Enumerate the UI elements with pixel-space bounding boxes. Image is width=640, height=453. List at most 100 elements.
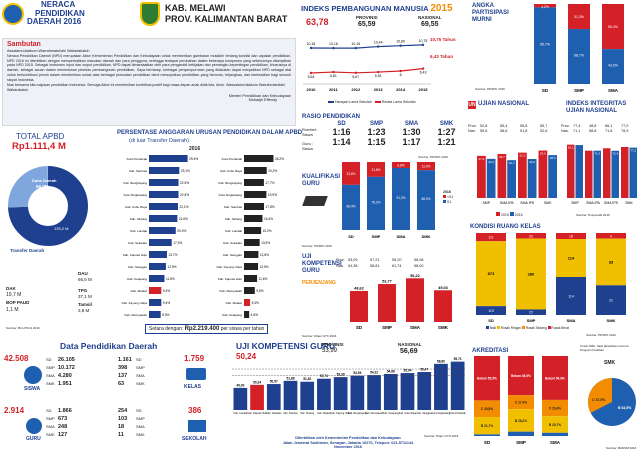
kualifikasi-legend1: S1 [446,200,452,204]
apm-chart: 4,2% 95,7% SD 31,3% 68,7% SMP 56,4% 43,6% SMA [534,4,624,93]
akreditasi-segment [542,399,568,417]
ukg2-bar-label: 54,22 [370,371,378,375]
kab-emblem-icon [140,2,160,26]
akreditasi-segment [474,434,500,436]
sekolah-sd-label: SD [136,408,142,413]
ukg-prov-row: Prov. 53,09 57,21 55,20 58,08 [336,258,436,262]
bar-category: SMA IPS [520,201,535,205]
anggaran-region: Kab. Kapuas Hulu [218,277,243,281]
akreditasi-segment [542,356,568,400]
bar-category: SMP [571,201,579,205]
ruang-legend-berat: Rusak Berat [551,326,569,330]
apm-category: SD [542,88,549,93]
guru-total: 2.914 [4,406,25,415]
kualifikasi-top-label: 33,6% [346,172,355,176]
ukg2-bar [417,372,432,410]
un-int-prov-row: Prov. 77,4 48,8 66,1 77,0 [561,124,637,128]
anggaran-value: 13,7% [168,253,177,257]
anggaran-region: Kota Pontianak [127,157,148,161]
anggaran-value: 9,4% [163,289,170,293]
akreditasi-segment-label: C 20,4% [549,407,561,411]
footer-line1: Diterbitkan oleh Kementerian Pendidikan … [295,436,401,440]
ukg-bar-label: 49,03 [438,286,448,290]
anggaran-footer: Setara dengan: Rp2.219.400 per siswa per… [145,324,269,334]
ukg2-region: Kota Pontianak [450,412,466,415]
guru-sma: 248 [58,424,68,430]
akreditasi-category: SMA [550,440,561,445]
ukg2-bar [400,373,415,410]
ukg2-region: Kab. Kubu Raya [399,412,417,415]
bar-2016-label: 71,0 [594,152,600,156]
ukg-category: SD [356,325,363,330]
ruang-ringan-label: 33 [609,259,614,264]
anggaran-region: Kab. Ketapang [127,277,147,281]
sekolah-smk: 11 [118,432,124,438]
ipm-rls-point [309,71,313,75]
apbd-section: TOTAL APBD Rp1.111,4 M Dana Daerah 56,3M… [2,130,114,340]
anggaran-bar [149,311,161,318]
anggaran-subtitle: (di luar Transfer Daerah) [129,138,189,144]
bar-2016-label: 44,2 [488,160,494,164]
apbd-dak-value: 19,7 M [6,292,22,298]
kualifikasi-bottom-label: 66,4% [346,204,355,208]
rasio-rombel: 1:16 [332,127,351,137]
apm-category: SMP [574,88,584,93]
apbd-value: Rp1.111,4 M [12,141,66,152]
ukg2-bar [434,363,448,410]
ruang-bar-baik [556,277,586,315]
un-int-nas-row: Nas. 71,1 58,8 71,8 78,9 [561,129,637,133]
kualifikasi-bar-top [367,162,385,177]
ipm-kab-value: 63,78 [306,17,329,27]
ruang-baik-label: 22 [529,311,533,315]
bar-category: SMA IPA [500,201,514,205]
guru-smp-label: SMP [46,416,55,421]
bar-2015 [585,150,593,198]
ipm-hls-point [332,46,335,50]
un-int-chart: 81,1 SMP 71,0 SMA IPA 72,4 SMA IPS 77,2 SMK [567,144,637,205]
ukg2-bar [450,361,465,410]
rasio-rombel-label: Rombel: Siswa [302,127,317,137]
kualifikasi-top-label: 21,8% [371,168,380,172]
kualifikasi-top-label: 8,8% [397,163,404,167]
rasio-cat: SMK [439,121,454,127]
ipm-year-tick: 2013 [374,87,384,92]
anggaran-region: Kab. Mempawah [124,313,147,317]
sekolah-smp-label: SMP [136,416,145,421]
sambutan-title: Sambutan [7,41,41,48]
anggaran-value: 11,6% [259,277,268,281]
anggaran-chart-right: Kota Pontianak 26,2% Kab. Kubu Raya 20,2% Ka… [217,155,284,318]
bar-2016-label: 48,4 [550,156,556,160]
ipm-title: INDEKS PEMBANGUNAN MANUSIA 2015 [301,3,453,14]
apm-bar-bottom [568,29,590,84]
ipm-title-text: INDEKS PEMBANGUNAN MANUSIA [301,4,429,13]
anggaran-bar [244,215,263,222]
bar-2016-label: 72,4 [612,152,618,156]
ukg2-bar [250,384,264,410]
apbd-title: TOTAL APBD [16,132,65,141]
anggaran-region: Kab. Kayong Utara [122,301,148,305]
ruang-bar-ringan [556,239,586,277]
value-cell: 66,1 [605,124,613,128]
apbd-tpg-value: 37,1 M [78,294,92,299]
un-nas-label: Nas. [468,129,476,133]
kualifikasi-bar-bottom [367,176,385,230]
anggaran-bar [149,227,176,234]
kualifikasi-title: KUALIFIKASI GURU [302,174,340,187]
akreditasi-segment-label: B 28,2% [515,419,527,423]
anggaran-bar [149,203,179,210]
un-int-prov-label: Prov. [561,124,570,128]
ruang-bar-baik [596,285,626,315]
ukg-bar [434,290,452,322]
apbd-donut-other: 139,2 M [54,226,69,231]
guru-breakdown: SD 1.866 SMP 673 SMA 248 SMK 127 [46,407,72,439]
anggaran-bar [244,227,262,234]
guru-smk: 127 [58,432,68,438]
anggaran-bar [149,179,179,186]
npd-logo: NERACA PENDIDIKAN DAERAH 2016 [27,0,85,27]
sekolah-sma-label: SMA [136,424,145,429]
sekolah-icon [188,420,206,432]
akreditasi-section: AKREDITASI Untuk SMK, hasil akreditasi m… [468,340,640,453]
rasio-guru: 1:15 [367,137,386,147]
akreditasi-segment [508,431,534,436]
ipm-year-tick: 2015 [419,87,429,92]
